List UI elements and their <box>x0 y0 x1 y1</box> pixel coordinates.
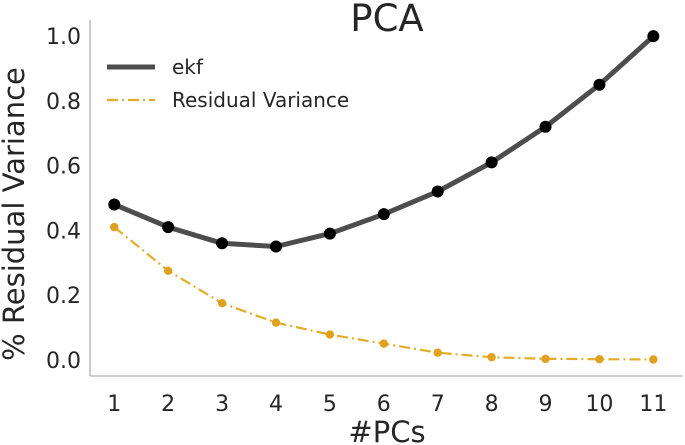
data-point <box>541 354 550 364</box>
x-tick-label: 1 <box>107 392 121 417</box>
legend-item: Residual Variance <box>107 88 349 112</box>
axes <box>89 20 683 377</box>
x-tick-label: 3 <box>215 392 229 417</box>
data-point <box>595 354 604 364</box>
data-point <box>269 240 282 253</box>
data-point <box>593 78 606 91</box>
x-axis-label: #PCs <box>348 415 425 445</box>
legend-label: ekf <box>172 55 204 79</box>
data-point <box>271 318 281 327</box>
legend-item: ekf <box>107 55 204 79</box>
data-point <box>162 221 175 234</box>
legend-label: Residual Variance <box>172 88 349 112</box>
x-tick-label: 5 <box>323 392 337 417</box>
y-tick-label: 1.0 <box>46 25 81 50</box>
x-tick-label: 6 <box>377 392 391 417</box>
y-tick-label: 0.6 <box>46 155 81 180</box>
data-point <box>433 348 442 357</box>
y-tick-label: 0.4 <box>46 219 81 244</box>
y-tick-label: 0.8 <box>46 90 81 115</box>
data-point <box>379 339 389 348</box>
chart-title: PCA <box>350 0 423 40</box>
data-point <box>539 120 552 133</box>
data-point <box>431 185 444 198</box>
y-tick-labels: 0.0 0.2 0.4 0.6 0.8 1.0 <box>46 25 81 374</box>
data-point <box>377 208 390 221</box>
legend: ekf Residual Variance <box>107 55 349 112</box>
y-tick-label: 0.0 <box>46 349 81 374</box>
y-axis-label: % Residual Variance <box>0 67 31 361</box>
data-point <box>108 198 121 211</box>
series-residual-variance <box>110 222 658 364</box>
y-tick-label: 0.2 <box>46 284 81 309</box>
data-point <box>110 222 119 232</box>
data-point <box>647 30 660 43</box>
data-point <box>485 156 498 169</box>
data-point <box>217 298 227 308</box>
data-point <box>487 353 496 362</box>
x-tick-label: 2 <box>161 392 175 417</box>
x-tick-label: 4 <box>269 392 283 417</box>
x-tick-label: 11 <box>639 392 667 417</box>
series-ekf <box>108 30 660 253</box>
data-point <box>325 330 335 339</box>
data-point <box>163 266 173 276</box>
x-tick-label: 8 <box>485 392 499 417</box>
series-layer <box>108 30 660 364</box>
data-point <box>323 227 336 240</box>
data-point <box>649 355 658 364</box>
x-tick-label: 10 <box>585 392 613 417</box>
x-tick-label: 7 <box>431 392 445 417</box>
x-tick-label: 9 <box>539 392 553 417</box>
data-point <box>216 237 229 250</box>
x-tick-labels: 1 2 3 4 5 6 7 8 9 10 11 <box>107 392 667 417</box>
